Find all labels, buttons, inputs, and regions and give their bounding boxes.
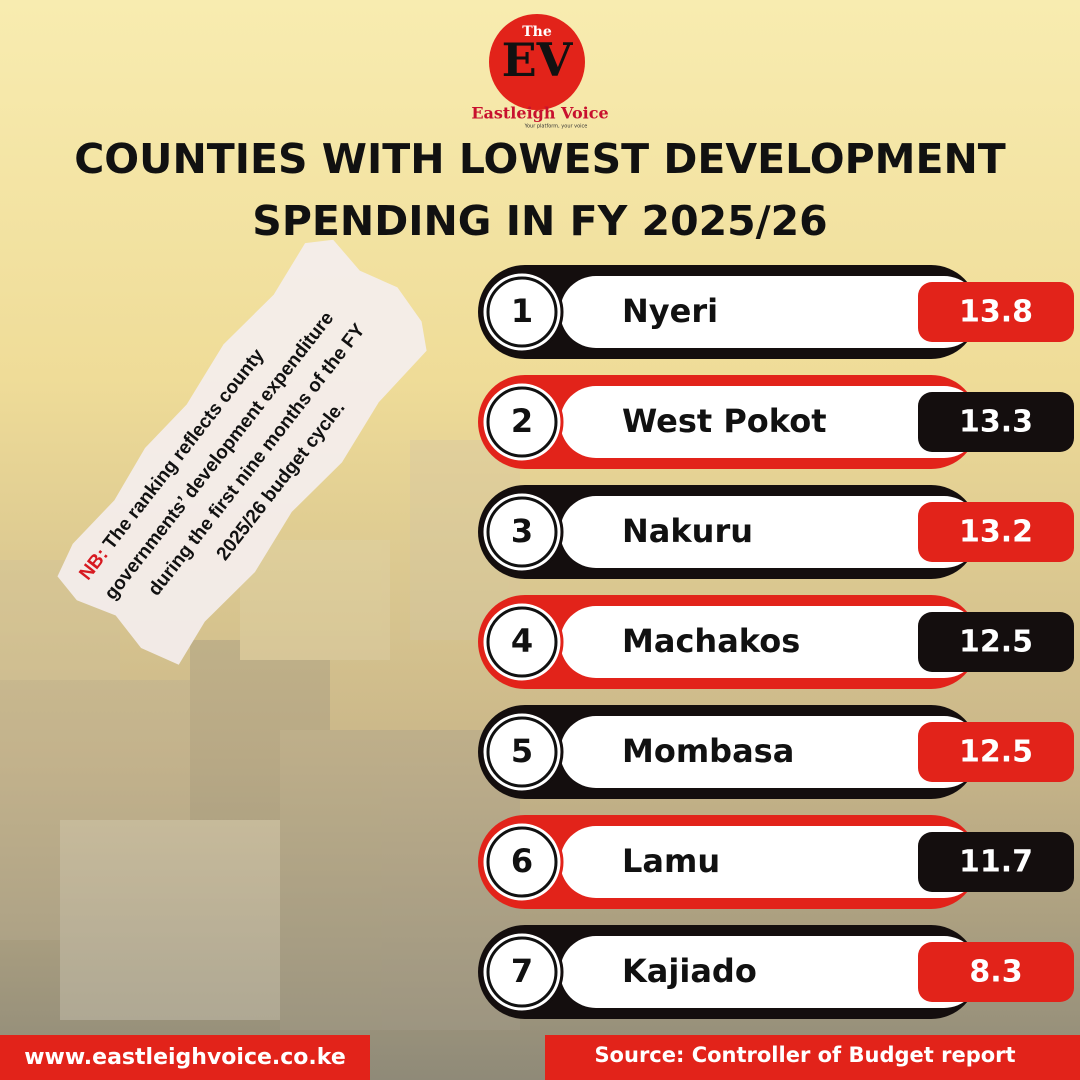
rank-circle bbox=[480, 490, 564, 574]
rank-ring bbox=[486, 276, 558, 348]
rank-circle bbox=[480, 710, 564, 794]
rank-ring bbox=[486, 496, 558, 568]
rank-circle bbox=[480, 600, 564, 684]
rank-ring bbox=[486, 936, 558, 1008]
rank: 4 bbox=[511, 622, 533, 660]
value: 13.8 bbox=[959, 295, 1033, 330]
rank-ring bbox=[486, 826, 558, 898]
rank: 7 bbox=[511, 952, 533, 990]
row-bar bbox=[560, 386, 980, 458]
rank: 1 bbox=[511, 292, 533, 330]
value-badge bbox=[918, 392, 1074, 452]
county: Nyeri bbox=[622, 292, 718, 330]
logo-name: Eastleigh Voice bbox=[471, 104, 608, 123]
title-line: SPENDING IN FY 2025/26 bbox=[252, 197, 827, 245]
rank-ring bbox=[486, 606, 558, 678]
title-line: COUNTIES WITH LOWEST DEVELOPMENT bbox=[74, 135, 1006, 183]
county: Nakuru bbox=[622, 512, 753, 550]
rank-ring bbox=[486, 716, 558, 788]
value-badge bbox=[918, 832, 1074, 892]
rank: 3 bbox=[511, 512, 533, 550]
county: Kajiado bbox=[622, 952, 757, 990]
value: 11.7 bbox=[959, 845, 1033, 880]
logo-mark: EV bbox=[502, 33, 574, 87]
row-bar bbox=[560, 496, 980, 568]
rank: 6 bbox=[511, 842, 533, 880]
value: 8.3 bbox=[969, 955, 1022, 990]
value-badge bbox=[918, 502, 1074, 562]
value-badge bbox=[918, 282, 1074, 342]
rank: 2 bbox=[511, 402, 533, 440]
rank-circle bbox=[480, 270, 564, 354]
value: 13.3 bbox=[959, 405, 1033, 440]
value-badge bbox=[918, 612, 1074, 672]
rank-circle bbox=[480, 820, 564, 904]
row-bar bbox=[560, 716, 980, 788]
value-badge bbox=[918, 722, 1074, 782]
county: West Pokot bbox=[622, 402, 826, 440]
footer-right bbox=[545, 1035, 1080, 1080]
rank-ring bbox=[486, 386, 558, 458]
logo-small: The bbox=[522, 24, 552, 40]
value-badge bbox=[918, 942, 1074, 1002]
row-bar bbox=[560, 276, 980, 348]
rank-circle bbox=[480, 930, 564, 1014]
value: 12.5 bbox=[959, 625, 1033, 660]
ranking-list: 1 Nyeri 13.8 2 West Pokot 13.3 3 Nakuru 13.2 4 Mac… bbox=[478, 265, 1074, 1019]
rank-circle bbox=[480, 380, 564, 464]
row-bar bbox=[560, 826, 980, 898]
note-paper bbox=[57, 239, 427, 665]
source: Source: Controller of Budget report bbox=[594, 1043, 1015, 1067]
row-bar bbox=[560, 606, 980, 678]
county: Machakos bbox=[622, 622, 800, 660]
logo-tagline: Your platform, your voice bbox=[524, 124, 588, 130]
rank: 5 bbox=[511, 732, 533, 770]
county: Mombasa bbox=[622, 732, 794, 770]
value: 13.2 bbox=[959, 515, 1033, 550]
footer-left bbox=[0, 1035, 370, 1080]
county: Lamu bbox=[622, 842, 720, 880]
value: 12.5 bbox=[959, 735, 1033, 770]
logo-circle bbox=[489, 14, 585, 110]
row-bar bbox=[560, 936, 980, 1008]
website: www.eastleighvoice.co.ke bbox=[24, 1045, 346, 1070]
